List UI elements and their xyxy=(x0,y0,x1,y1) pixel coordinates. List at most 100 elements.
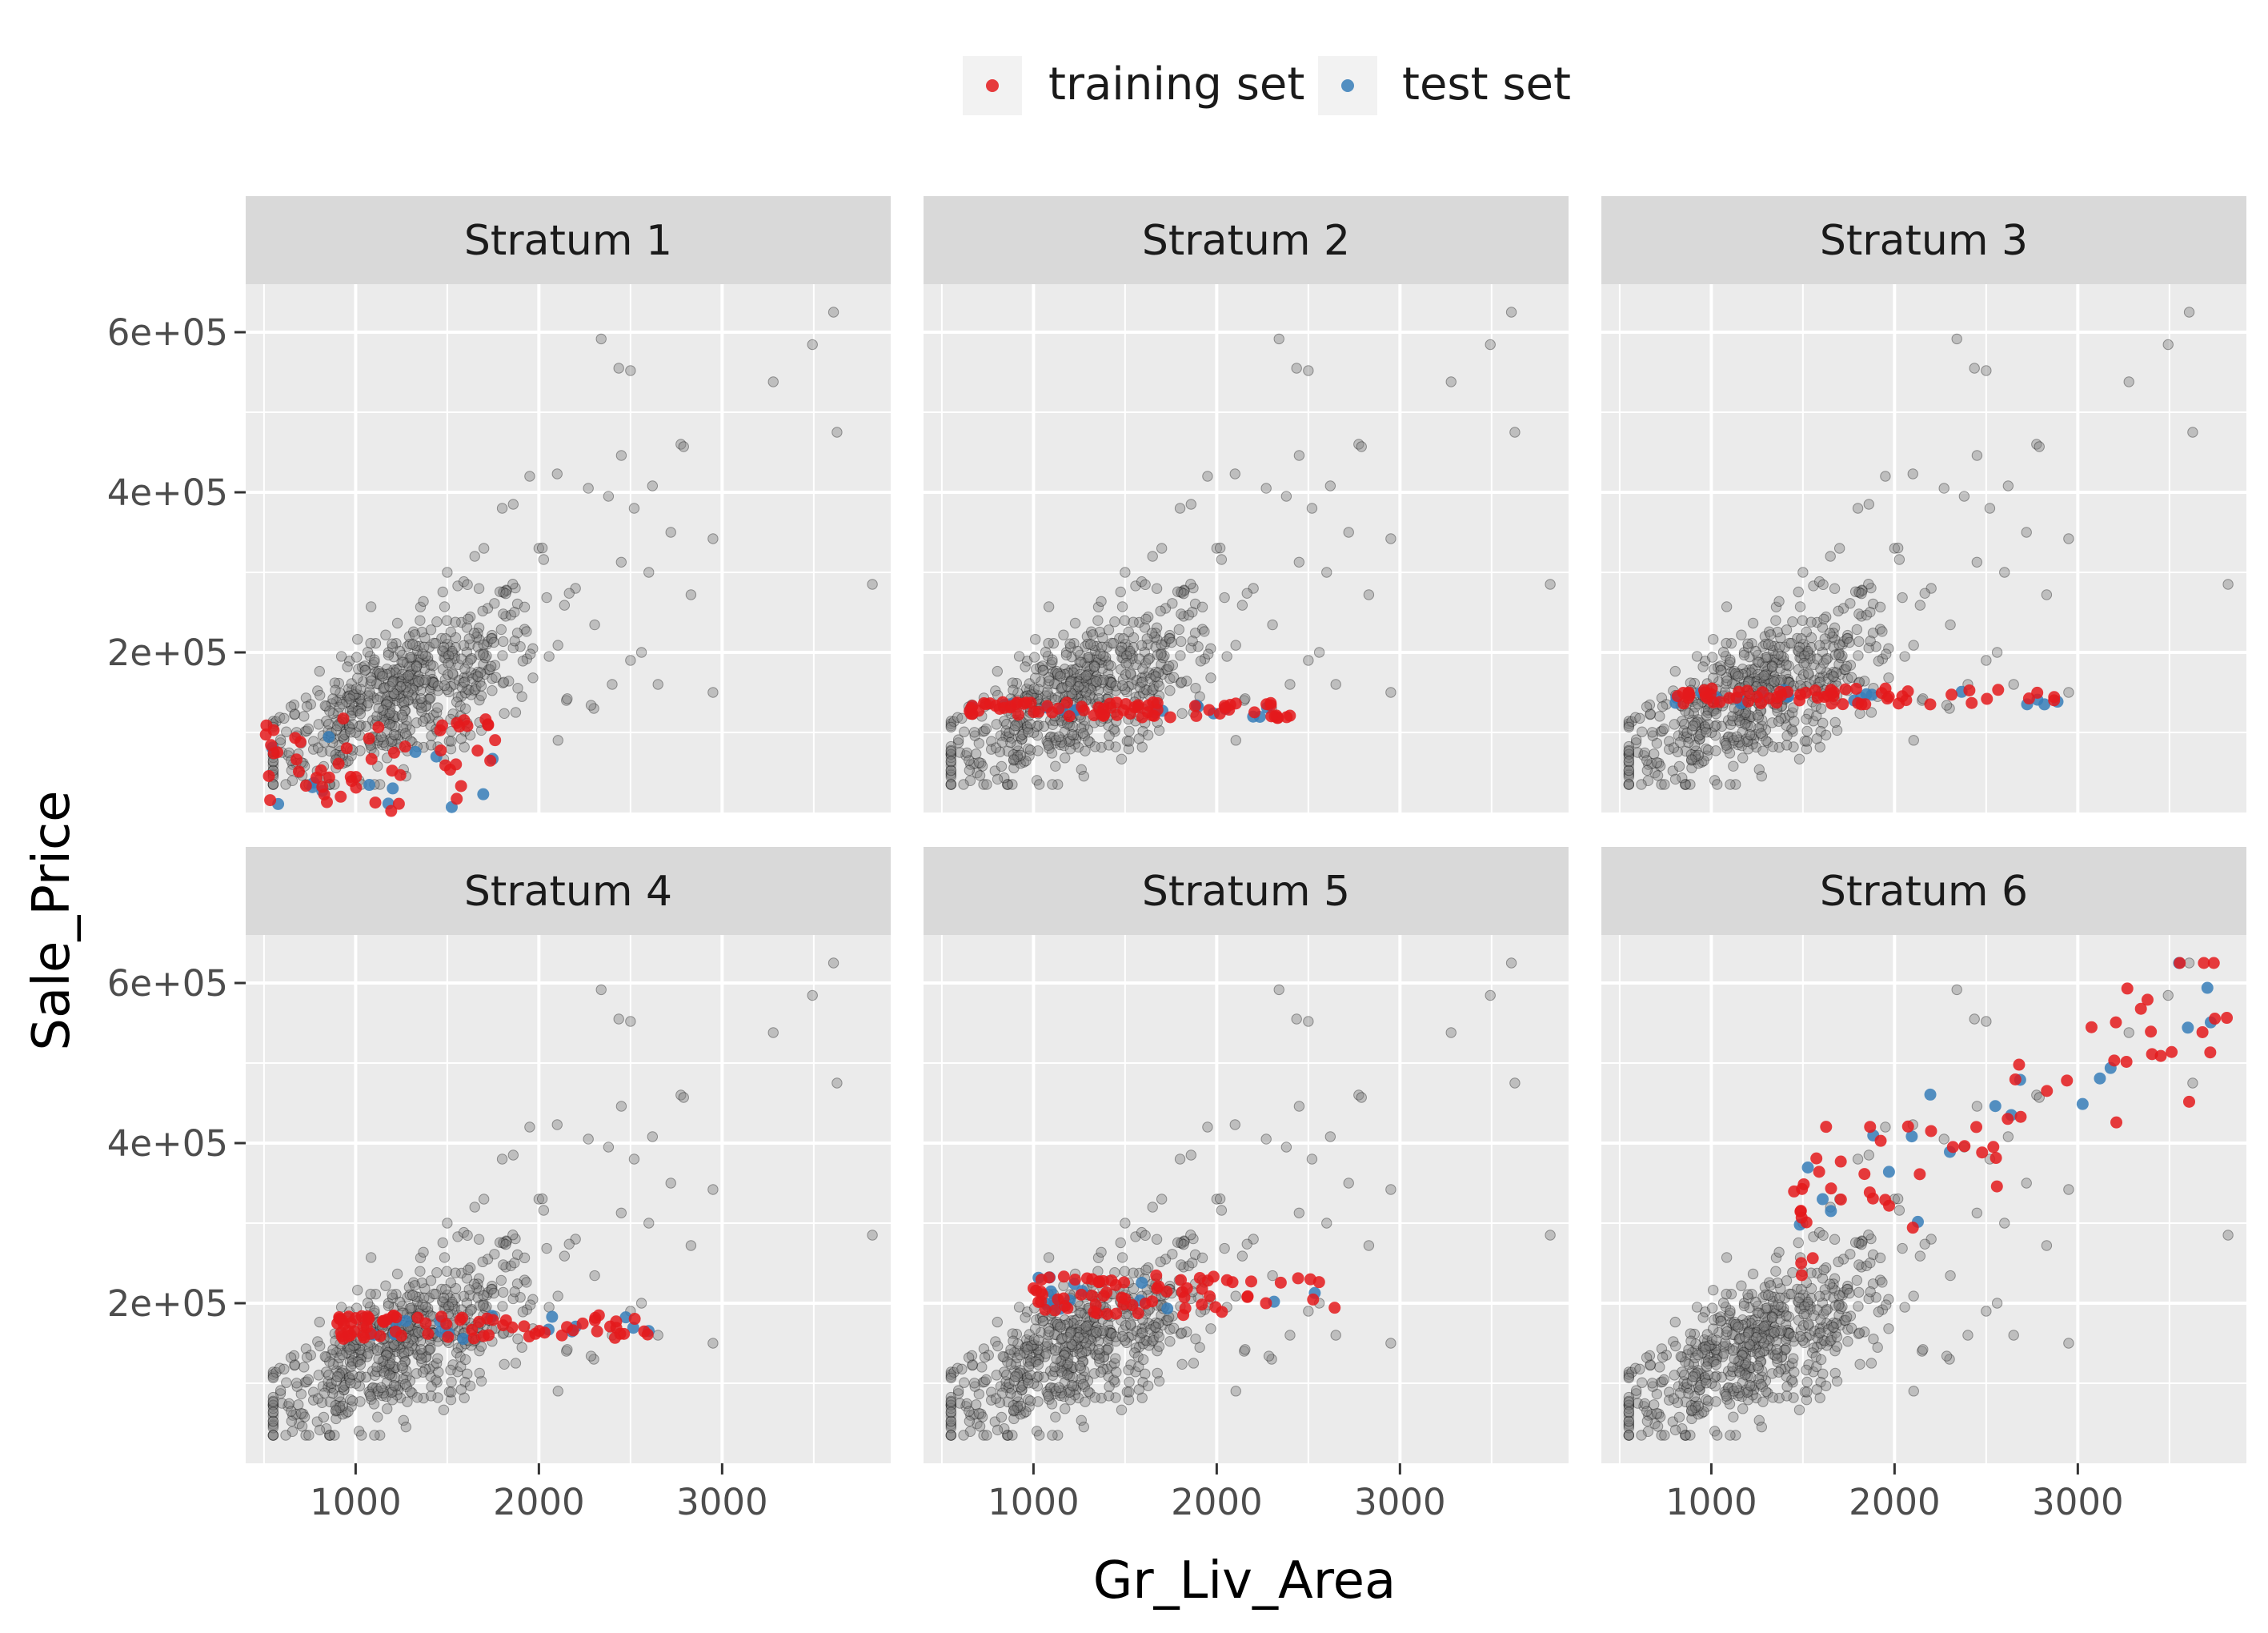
training-point xyxy=(1837,698,1849,711)
background-point xyxy=(312,742,324,753)
background-point xyxy=(2063,1184,2074,1195)
background-point xyxy=(442,639,453,650)
background-point xyxy=(1137,1354,1149,1366)
background-point xyxy=(392,733,404,744)
background-point xyxy=(1058,629,1069,640)
background-point xyxy=(1675,1350,1686,1362)
background-point xyxy=(473,583,485,594)
background-point xyxy=(1150,1322,1161,1333)
background-point xyxy=(366,675,377,687)
background-point xyxy=(407,1290,419,1301)
background-point xyxy=(473,1234,485,1245)
background-point xyxy=(1280,1141,1292,1153)
background-point xyxy=(1712,779,1723,790)
background-point xyxy=(365,690,376,701)
background-point xyxy=(1721,1326,1733,1338)
background-point xyxy=(319,1387,331,1398)
background-point xyxy=(1078,770,1090,782)
background-point xyxy=(380,698,392,709)
background-point xyxy=(458,640,470,652)
background-point xyxy=(519,601,531,613)
training-point xyxy=(1906,1222,1919,1234)
background-point xyxy=(389,688,400,700)
background-point xyxy=(1185,1230,1196,1241)
background-point xyxy=(1128,1267,1139,1278)
training-point xyxy=(1179,1302,1192,1314)
background-point xyxy=(1156,1194,1168,1205)
background-point xyxy=(378,736,389,748)
background-point xyxy=(1055,1322,1066,1333)
training-point xyxy=(1048,1304,1061,1317)
background-point xyxy=(1697,1312,1709,1323)
background-point xyxy=(974,770,986,781)
background-point xyxy=(344,693,355,704)
background-point xyxy=(477,1256,488,1268)
background-point xyxy=(945,1397,957,1408)
background-point xyxy=(463,684,475,696)
background-point xyxy=(1013,651,1025,662)
background-point xyxy=(405,684,416,695)
training-point xyxy=(1201,1274,1214,1287)
background-point xyxy=(391,664,403,676)
training-point xyxy=(1990,1180,2003,1193)
training-point xyxy=(387,1310,399,1323)
background-point xyxy=(413,671,424,682)
background-point xyxy=(382,1403,393,1414)
background-point xyxy=(536,542,548,554)
background-point xyxy=(2041,589,2053,600)
background-point xyxy=(478,543,490,554)
background-point xyxy=(1007,779,1018,790)
background-point xyxy=(1725,654,1736,665)
background-point xyxy=(1669,665,1681,677)
background-point xyxy=(1737,752,1749,764)
background-point xyxy=(289,708,300,720)
background-point xyxy=(399,705,411,716)
training-point xyxy=(2013,1058,2026,1071)
background-point xyxy=(425,660,436,671)
background-point xyxy=(362,700,373,712)
background-point xyxy=(552,735,563,746)
background-point xyxy=(1721,675,1733,687)
x-tick-label: 1000 xyxy=(988,1481,1080,1523)
background-point xyxy=(945,1406,957,1418)
background-point xyxy=(1908,1290,1919,1302)
background-point xyxy=(388,674,399,686)
background-point xyxy=(343,721,355,732)
training-point xyxy=(628,1313,641,1326)
training-point xyxy=(355,1310,368,1322)
training-point xyxy=(1963,684,1976,696)
background-point xyxy=(1801,725,1813,737)
training-point xyxy=(1756,686,1769,699)
background-point xyxy=(533,543,545,554)
background-point xyxy=(462,1230,473,1242)
background-point xyxy=(685,589,697,600)
background-point xyxy=(470,669,482,680)
background-point xyxy=(414,640,425,652)
training-point xyxy=(2110,1116,2123,1129)
background-point xyxy=(384,718,395,730)
background-point xyxy=(1083,735,1094,747)
background-point xyxy=(1140,579,1151,591)
background-point xyxy=(474,694,485,706)
background-point xyxy=(1865,1257,1876,1269)
background-point xyxy=(1828,671,1839,682)
training-point xyxy=(2121,982,2134,995)
background-point xyxy=(337,698,348,710)
background-point xyxy=(441,684,453,696)
training-point xyxy=(1092,701,1105,714)
background-point xyxy=(465,654,476,665)
background-point xyxy=(1908,1386,1919,1397)
training-point xyxy=(1925,1125,1937,1137)
background-point xyxy=(362,646,374,658)
training-point xyxy=(458,714,471,727)
background-point xyxy=(344,724,355,735)
training-point xyxy=(1924,698,1937,711)
background-point xyxy=(472,641,483,652)
background-point xyxy=(827,957,839,969)
background-point xyxy=(487,629,498,641)
background-point xyxy=(364,686,375,697)
background-point xyxy=(1812,653,1823,664)
background-point xyxy=(351,688,362,700)
background-point xyxy=(387,676,399,688)
background-point xyxy=(1657,700,1669,712)
